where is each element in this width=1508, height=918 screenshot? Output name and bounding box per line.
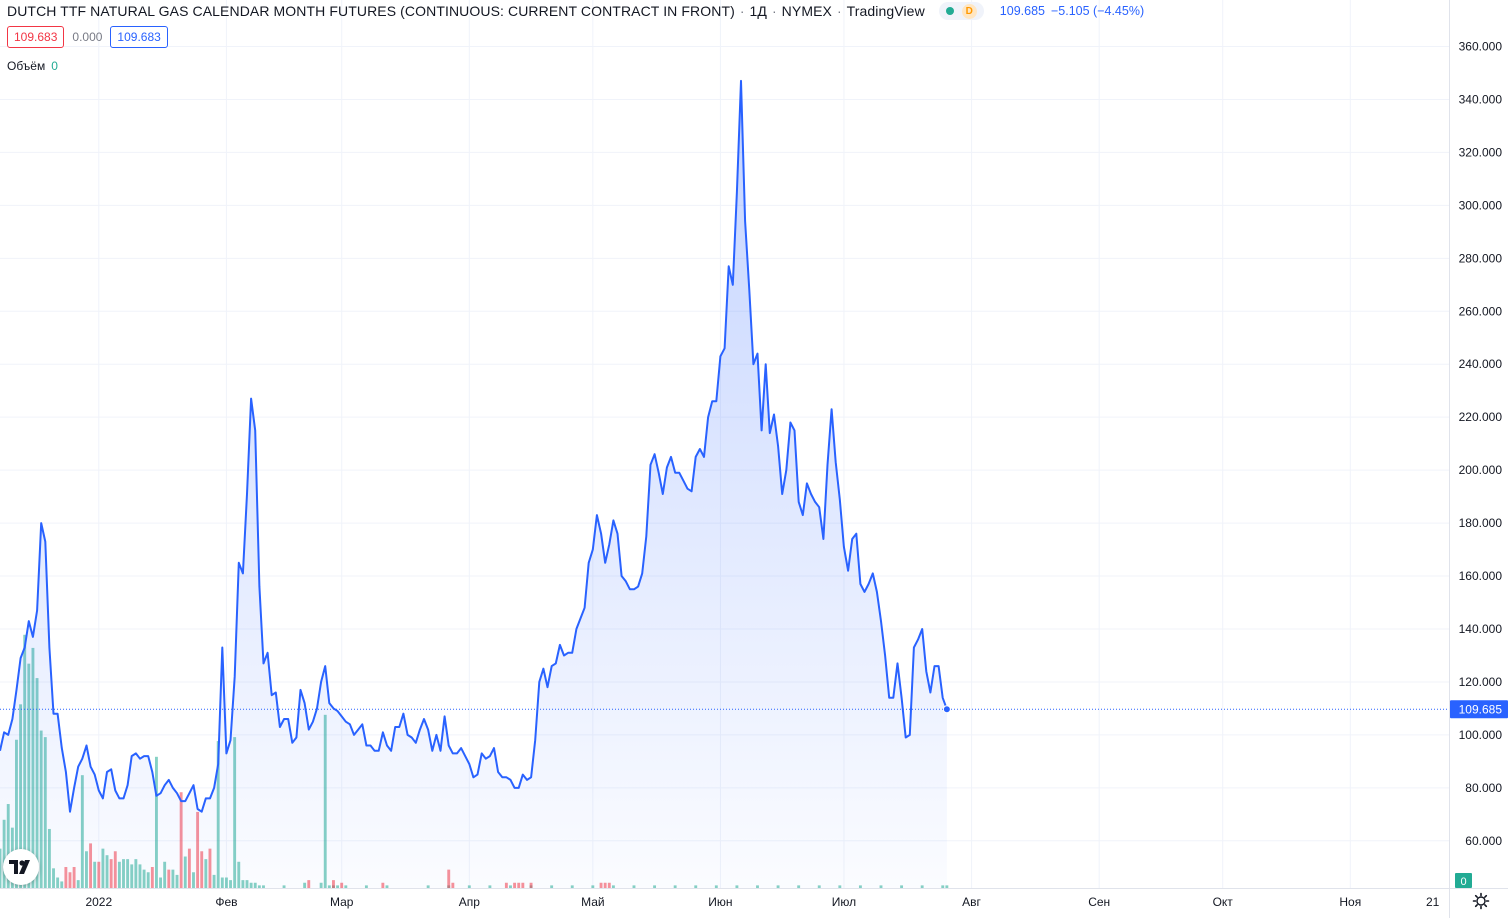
tradingview-logo-icon[interactable] xyxy=(3,849,39,885)
y-tick-label: 80.000 xyxy=(1465,781,1502,795)
delayed-data-badge: D xyxy=(961,3,977,19)
price-change: −5.105 (−4.45%) xyxy=(1050,4,1145,18)
y-tick-label: 360.000 xyxy=(1459,40,1503,54)
y-tick-label: 120.000 xyxy=(1459,675,1503,689)
y-tick-label: 300.000 xyxy=(1459,198,1503,212)
spread-value: 0.000 xyxy=(72,30,103,44)
volume-legend[interactable]: Объём 0 xyxy=(7,59,58,73)
y-tick-label: 240.000 xyxy=(1459,357,1503,371)
x-tick-label: Июл xyxy=(832,895,856,909)
price-line[interactable] xyxy=(0,79,948,813)
y-tick-label: 260.000 xyxy=(1459,304,1503,318)
price-axis-badge-label: 109.685 xyxy=(1459,702,1503,716)
x-tick-label: Ноя xyxy=(1339,895,1361,909)
y-tick-label: 220.000 xyxy=(1459,410,1503,424)
volume-label: Объём xyxy=(7,59,46,73)
x-tick-label: Сен xyxy=(1088,895,1110,909)
separator-dot: · xyxy=(772,3,777,19)
source-label: TradingView xyxy=(846,3,925,19)
x-tick-label: Мар xyxy=(330,895,354,909)
exchange-label: NYMEX xyxy=(781,3,832,19)
y-tick-label: 280.000 xyxy=(1459,251,1503,265)
buy-price-button[interactable]: 109.683 xyxy=(110,26,168,48)
gear-icon[interactable] xyxy=(1472,892,1490,910)
y-tick-label: 160.000 xyxy=(1459,569,1503,583)
x-tick-label: Авг xyxy=(962,895,981,909)
y-tick-label: 140.000 xyxy=(1459,622,1503,636)
volume-value: 0 xyxy=(51,59,58,73)
price-area-fill xyxy=(0,80,947,888)
last-price-dot xyxy=(942,705,951,714)
x-tick-label: Июн xyxy=(708,895,732,909)
volume-axis-badge-label: 0 xyxy=(1460,876,1466,888)
x-tick-label: Май xyxy=(581,895,605,909)
market-status-badge[interactable]: D xyxy=(938,2,984,20)
y-tick-label: 340.000 xyxy=(1459,92,1503,106)
x-tick-label: 21 xyxy=(1426,895,1440,909)
separator-dot: · xyxy=(836,3,842,19)
last-price: 109.685 xyxy=(999,4,1045,18)
chart-header: DUTCH TTF NATURAL GAS CALENDAR MONTH FUT… xyxy=(7,2,1144,20)
x-tick-label: 2022 xyxy=(85,895,112,909)
y-tick-label: 320.000 xyxy=(1459,145,1503,159)
y-tick-label: 200.000 xyxy=(1459,463,1503,477)
interval-label[interactable]: 1Д xyxy=(749,3,767,19)
separator-dot: · xyxy=(739,3,745,19)
symbol-title[interactable]: DUTCH TTF NATURAL GAS CALENDAR MONTH FUT… xyxy=(7,3,735,19)
bid-ask-row: 109.683 0.000 109.683 xyxy=(7,26,168,48)
x-tick-label: Окт xyxy=(1213,895,1234,909)
x-tick-label: Фев xyxy=(215,895,237,909)
volume-axis-badge xyxy=(1455,873,1472,888)
y-tick-label: 60.000 xyxy=(1465,834,1502,848)
price-axis-badge xyxy=(1450,700,1508,719)
sell-price-button[interactable]: 109.683 xyxy=(7,26,65,48)
market-open-dot-icon xyxy=(945,7,954,15)
x-tick-label: Апр xyxy=(459,895,481,909)
y-tick-label: 100.000 xyxy=(1459,728,1503,742)
y-tick-label: 180.000 xyxy=(1459,516,1503,530)
